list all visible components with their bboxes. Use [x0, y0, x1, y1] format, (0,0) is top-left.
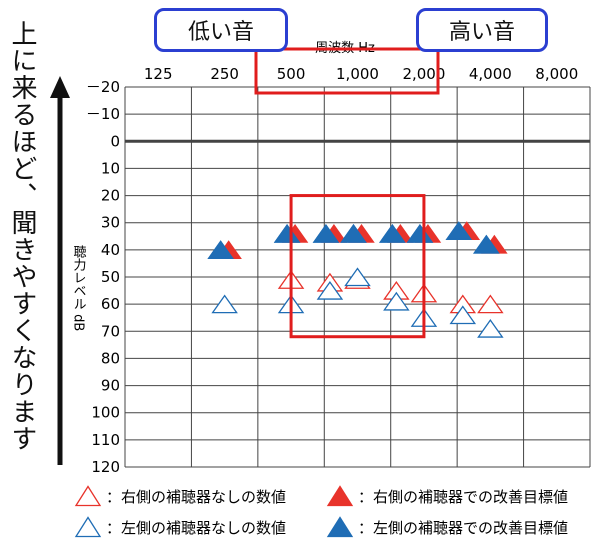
legend-marker — [326, 485, 354, 507]
highlight-layer — [254, 47, 440, 339]
legend-marker — [74, 485, 102, 507]
y-tick-label: 10 — [101, 159, 120, 177]
y-tick-label: 40 — [101, 241, 120, 259]
marker-filled-blue — [473, 234, 500, 254]
y-tick-label: 80 — [101, 349, 120, 367]
marker-filled-blue — [340, 223, 367, 243]
marker-filled-blue — [379, 223, 406, 243]
y-axis-label: 聴力レベル dB — [71, 245, 87, 331]
x-tick-label: 8,000 — [535, 65, 578, 83]
high-sound-label: 高い音 — [416, 8, 548, 52]
y-tick-label: 90 — [101, 377, 120, 395]
y-tick-label: －20 — [86, 78, 120, 96]
x-tick-label: 500 — [277, 65, 306, 83]
x-tick-label: 125 — [144, 65, 173, 83]
marker-open-blue — [477, 318, 504, 338]
side-caption: 上に来るほど、聞きやすくなります — [7, 20, 37, 452]
marker-open-blue — [316, 280, 344, 300]
y-tick-label: －10 — [86, 105, 120, 123]
marker-open-blue — [449, 305, 477, 325]
y-tick-label: 20 — [101, 187, 120, 205]
marker-filled-blue — [312, 223, 340, 243]
hearing-arrow-head — [50, 76, 70, 98]
marker-filled-blue — [207, 240, 234, 260]
marker-filled-blue — [273, 223, 301, 243]
legend-label: ：左側の補聴器なしの数値 — [106, 519, 286, 537]
x-tick-label: 4,000 — [469, 65, 512, 83]
y-tick-label: 120 — [91, 458, 120, 476]
low-sound-label: 低い音 — [154, 8, 288, 52]
marker-filled-blue — [445, 221, 473, 241]
x-tick-label: 1,000 — [336, 65, 379, 83]
marker-open-blue — [344, 267, 371, 287]
marker-filled-blue — [406, 223, 434, 243]
legend: ：右側の補聴器なしの数値 ：右側の補聴器での改善目標値 ：左側の補聴器なしの数値 ：左… — [74, 485, 568, 538]
legend-marker — [326, 516, 354, 538]
marker-open-blue — [211, 294, 238, 314]
y-tick-label: 50 — [101, 268, 120, 286]
x-tick-label: 250 — [210, 65, 239, 83]
data-markers — [207, 221, 508, 338]
legend-label: ：右側の補聴器での改善目標値 — [358, 488, 568, 506]
y-tick-label: 30 — [101, 214, 120, 232]
frequency-highlight-box — [254, 47, 440, 95]
y-tick-label: 0 — [110, 132, 120, 150]
y-tick-label: 100 — [91, 404, 120, 422]
y-tick-label: 70 — [101, 322, 120, 340]
y-tick-label: 60 — [101, 295, 120, 313]
marker-open-red — [477, 294, 504, 314]
legend-label: ：右側の補聴器なしの数値 — [106, 488, 286, 506]
highlight-box — [289, 194, 426, 339]
y-tick-label: 110 — [91, 431, 120, 449]
legend-marker — [74, 516, 102, 538]
legend-label: ：左側の補聴器での改善目標値 — [358, 519, 568, 537]
y-tick-labels: －20 －10 0 10 20 30 40 50 60 70 80 90 100 110 120 — [86, 78, 120, 476]
x-tick-labels: 125 250 500 1,000 2,000 4,000 8,000 — [144, 65, 578, 83]
x-tick-label: 2,000 — [402, 65, 445, 83]
marker-open-blue — [383, 291, 410, 311]
